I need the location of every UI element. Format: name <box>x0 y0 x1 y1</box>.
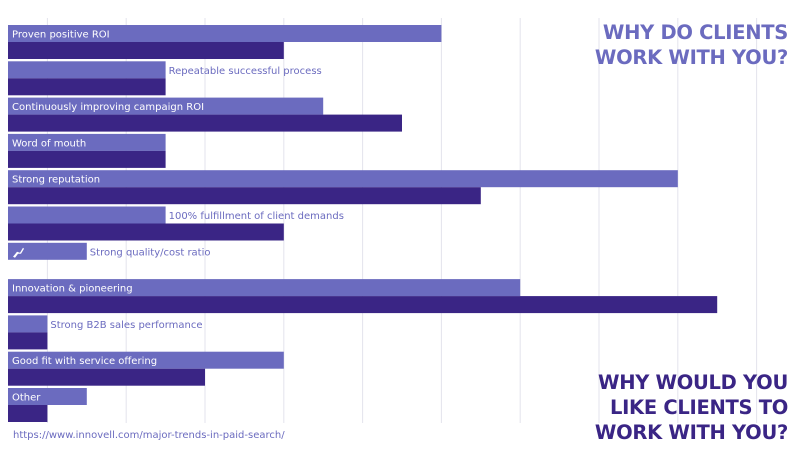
category-label-9: Strong B2B sales performance <box>50 320 202 331</box>
bar-light-5 <box>8 170 678 188</box>
category-label-10: Good fit with service offering <box>12 356 157 367</box>
category-label-2: Repeatable successful process <box>169 66 322 77</box>
bar-light-1 <box>8 25 442 42</box>
bars <box>8 25 718 422</box>
category-label-11: Other <box>12 393 41 404</box>
bar-dark-5 <box>8 187 481 205</box>
category-label-4: Word of mouth <box>12 138 86 149</box>
bar-dark-9 <box>8 332 48 350</box>
bar-light-2 <box>8 61 166 79</box>
bar-light-10 <box>8 351 284 369</box>
heading-bottom-line-3: WORK WITH YOU? <box>594 421 788 444</box>
category-label-7: Strong quality/cost ratio <box>90 247 211 258</box>
source-url: https://www.innovell.com/major-trends-in… <box>13 430 285 441</box>
bar-light-11 <box>8 388 87 405</box>
category-label-3: Continuously improving campaign ROI <box>12 102 204 113</box>
bar-light-3 <box>8 97 324 115</box>
heading-top-line-1: WHY DO CLIENTS <box>602 21 788 44</box>
bar-dark-2 <box>8 78 166 96</box>
bar-dark-1 <box>8 42 284 59</box>
bar-light-9 <box>8 315 48 333</box>
heading-top-line-2: WORK WITH YOU? <box>594 46 788 69</box>
bar-dark-4 <box>8 150 166 168</box>
bar-dark-8 <box>8 296 718 314</box>
bar-light-4 <box>8 133 166 151</box>
bar-dark-11 <box>8 405 48 422</box>
bar-light-7 <box>8 242 87 260</box>
category-label-8: Innovation & pioneering <box>12 284 133 295</box>
heading-bottom-line-2: LIKE CLIENTS TO <box>609 396 788 419</box>
bar-dark-6 <box>8 223 284 241</box>
gazelle-logo-icon <box>13 247 24 258</box>
category-label-5: Strong reputation <box>12 175 100 186</box>
heading-why-do-clients: WHY DO CLIENTS WORK WITH YOU? <box>595 20 788 70</box>
category-labels: Proven positive ROI Repeatable successful… <box>12 30 344 404</box>
bar-dark-3 <box>8 114 402 132</box>
bar-light-6 <box>8 206 166 224</box>
bar-dark-10 <box>8 368 205 386</box>
category-label-6: 100% fulfillment of client demands <box>169 211 344 222</box>
category-label-1: Proven positive ROI <box>12 30 110 41</box>
heading-bottom-line-1: WHY WOULD YOU <box>598 371 788 394</box>
heading-why-would-you: WHY WOULD YOU LIKE CLIENTS TO WORK WITH … <box>595 370 788 445</box>
bar-light-8 <box>8 279 521 297</box>
